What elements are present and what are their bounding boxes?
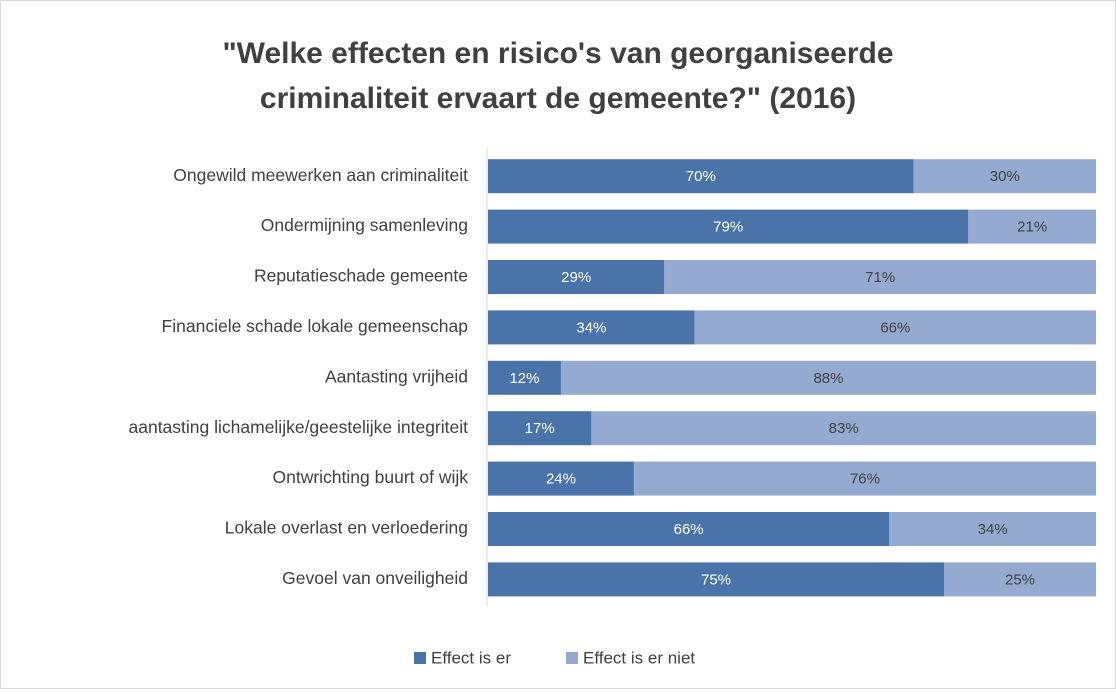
y-tick-label: Aantasting vrijheid — [325, 366, 468, 386]
legend-swatch — [566, 652, 578, 664]
y-tick-label: Ondermijning samenleving — [261, 215, 468, 235]
bar-segment — [591, 411, 1096, 446]
bar-segment — [560, 360, 1096, 395]
y-tick-label: Reputatieschade gemeente — [254, 266, 468, 286]
y-tick-label: Gevoel van onveiligheid — [282, 568, 468, 588]
bar-segment — [488, 461, 634, 496]
y-tick-label: Lokale overlast en verloedering — [225, 518, 468, 538]
data-label: 34% — [576, 319, 606, 336]
bar-segment — [694, 310, 1096, 345]
bar-segment — [633, 461, 1096, 496]
data-label: 66% — [674, 521, 704, 538]
bar-segment — [488, 310, 695, 345]
bar-segment — [913, 159, 1096, 194]
bar-segment — [488, 411, 592, 446]
legend-swatch — [414, 652, 426, 664]
title-line: criminaliteit ervaart de gemeente?" (201… — [260, 82, 856, 115]
y-tick-label: aantasting lichamelijke/geestelijke inte… — [129, 417, 469, 437]
data-label: 21% — [1017, 219, 1047, 236]
data-label: 83% — [829, 420, 859, 437]
y-tick-label: Ongewild meewerken aan criminaliteit — [173, 165, 468, 185]
data-label: 17% — [525, 420, 555, 437]
data-label: 34% — [978, 521, 1008, 538]
data-label: 71% — [865, 269, 895, 286]
data-label: 79% — [713, 219, 743, 236]
data-label: 88% — [813, 370, 843, 387]
y-tick-label: Financiele schade lokale gemeenschap — [162, 316, 468, 336]
bar-segment — [488, 209, 969, 244]
data-label: 75% — [701, 571, 731, 588]
data-label: 29% — [561, 269, 591, 286]
y-tick-label: Ontwrichting buurt of wijk — [273, 467, 469, 487]
bar-segment — [488, 512, 890, 546]
data-label: 12% — [509, 370, 539, 387]
bar-segment — [664, 260, 1096, 294]
bar-segment — [488, 159, 914, 194]
legend-label: Effect is er — [431, 648, 511, 667]
data-label: 25% — [1005, 571, 1035, 588]
title-line: "Welke effecten en risico's van georgani… — [222, 37, 893, 70]
bar-segment — [488, 360, 561, 395]
data-label: 76% — [850, 471, 880, 488]
bar-segment — [889, 512, 1096, 546]
bar-segment — [488, 260, 665, 294]
chart-title: "Welke effecten en risico's van georgani… — [222, 37, 893, 115]
data-label: 70% — [686, 168, 716, 185]
data-label: 24% — [546, 471, 576, 488]
bar-segment — [944, 562, 1096, 597]
legend-label: Effect is er niet — [583, 648, 695, 667]
data-label: 30% — [990, 168, 1020, 185]
bar-segment — [488, 562, 944, 597]
bar-segment — [968, 209, 1096, 244]
data-label: 66% — [880, 319, 910, 336]
